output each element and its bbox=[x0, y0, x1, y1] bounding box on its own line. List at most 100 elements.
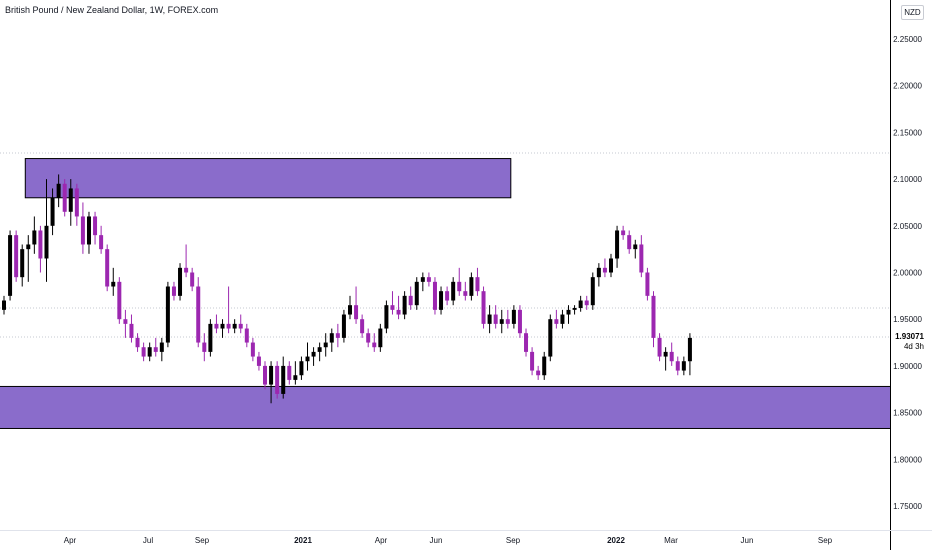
candle bbox=[530, 347, 535, 376]
candle bbox=[426, 272, 431, 287]
candle-body bbox=[615, 230, 620, 259]
candle bbox=[141, 342, 146, 362]
candle-body bbox=[147, 347, 152, 357]
candle bbox=[38, 225, 43, 273]
candle bbox=[499, 309, 504, 334]
candle bbox=[111, 267, 116, 296]
candle-body bbox=[62, 183, 67, 212]
candle bbox=[256, 351, 261, 371]
candle bbox=[220, 319, 225, 338]
candle-body bbox=[2, 300, 6, 310]
candle bbox=[439, 286, 444, 315]
candle-body bbox=[596, 267, 601, 278]
candle bbox=[99, 225, 104, 254]
candle-body bbox=[566, 309, 571, 315]
candle bbox=[420, 272, 425, 292]
candle-body bbox=[378, 328, 383, 348]
candle-body bbox=[602, 267, 607, 273]
candle-body bbox=[220, 323, 225, 329]
candle-body bbox=[141, 347, 146, 357]
candle bbox=[74, 183, 79, 226]
candle bbox=[335, 323, 340, 348]
candle-body bbox=[74, 188, 79, 217]
candle bbox=[615, 225, 620, 268]
candle bbox=[347, 295, 352, 320]
countdown-label: 4d 3h bbox=[904, 342, 924, 351]
candle bbox=[609, 253, 613, 278]
last-price-label: 1.93071 bbox=[895, 332, 924, 341]
price-axis bbox=[890, 0, 932, 550]
y-tick-label: 2.05000 bbox=[893, 222, 922, 231]
candle bbox=[226, 286, 231, 334]
candle bbox=[123, 309, 128, 338]
candle bbox=[238, 314, 243, 334]
candle bbox=[687, 333, 692, 376]
y-tick-label: 2.00000 bbox=[893, 269, 922, 278]
candle bbox=[32, 216, 37, 254]
candle bbox=[62, 179, 67, 217]
candle bbox=[481, 286, 486, 329]
candle-body bbox=[548, 319, 553, 357]
candle bbox=[560, 309, 565, 329]
x-tick-label: Jun bbox=[741, 536, 754, 545]
candle bbox=[8, 230, 13, 301]
candle bbox=[311, 347, 316, 366]
candle bbox=[208, 319, 213, 357]
x-tick-label: Jul bbox=[143, 536, 153, 545]
candle bbox=[50, 188, 55, 236]
candle-body bbox=[524, 333, 529, 352]
candle bbox=[14, 230, 19, 282]
candle-body bbox=[366, 333, 371, 343]
candle-body bbox=[675, 361, 680, 371]
candle-body bbox=[645, 272, 650, 296]
candle bbox=[281, 356, 286, 399]
candle bbox=[80, 202, 85, 254]
candle-body bbox=[171, 286, 176, 296]
candle bbox=[584, 295, 589, 310]
candle bbox=[214, 314, 219, 334]
candle-body bbox=[56, 183, 61, 198]
candle-body bbox=[299, 361, 304, 376]
candle-body bbox=[517, 309, 522, 334]
x-tick-label: Sep bbox=[818, 536, 833, 545]
candle-body bbox=[609, 258, 613, 273]
candle bbox=[244, 323, 249, 348]
currency-badge[interactable]: NZD bbox=[901, 5, 924, 20]
candle-body bbox=[420, 277, 425, 282]
candle bbox=[56, 174, 61, 208]
candle bbox=[596, 263, 601, 287]
candle-body bbox=[530, 351, 535, 371]
candle-body bbox=[475, 277, 480, 292]
candle bbox=[633, 239, 638, 259]
candle bbox=[414, 277, 419, 310]
candle bbox=[384, 300, 389, 334]
candle bbox=[44, 179, 49, 282]
candle bbox=[432, 277, 437, 315]
x-tick-label: Mar bbox=[664, 536, 678, 545]
candle-body bbox=[657, 337, 662, 357]
x-tick-label: Apr bbox=[375, 536, 388, 545]
candle-body bbox=[414, 281, 419, 306]
candle-body bbox=[408, 295, 413, 306]
candle bbox=[159, 337, 164, 362]
candle bbox=[184, 244, 189, 278]
y-tick-label: 1.80000 bbox=[893, 455, 922, 464]
candle-body bbox=[663, 351, 668, 357]
candle bbox=[105, 244, 110, 292]
candle-body bbox=[256, 356, 261, 366]
candle-body bbox=[317, 347, 322, 352]
candle bbox=[524, 328, 529, 357]
candle-body bbox=[432, 281, 437, 310]
candle-body bbox=[208, 323, 213, 352]
candle-body bbox=[190, 272, 195, 287]
candle-body bbox=[129, 323, 134, 338]
candle bbox=[135, 333, 140, 352]
candle bbox=[602, 258, 607, 278]
candle-body bbox=[135, 337, 140, 348]
candle bbox=[463, 281, 468, 301]
candle bbox=[372, 333, 377, 352]
last-price-box bbox=[894, 331, 930, 354]
candle-body bbox=[511, 309, 516, 324]
candle bbox=[675, 356, 680, 376]
